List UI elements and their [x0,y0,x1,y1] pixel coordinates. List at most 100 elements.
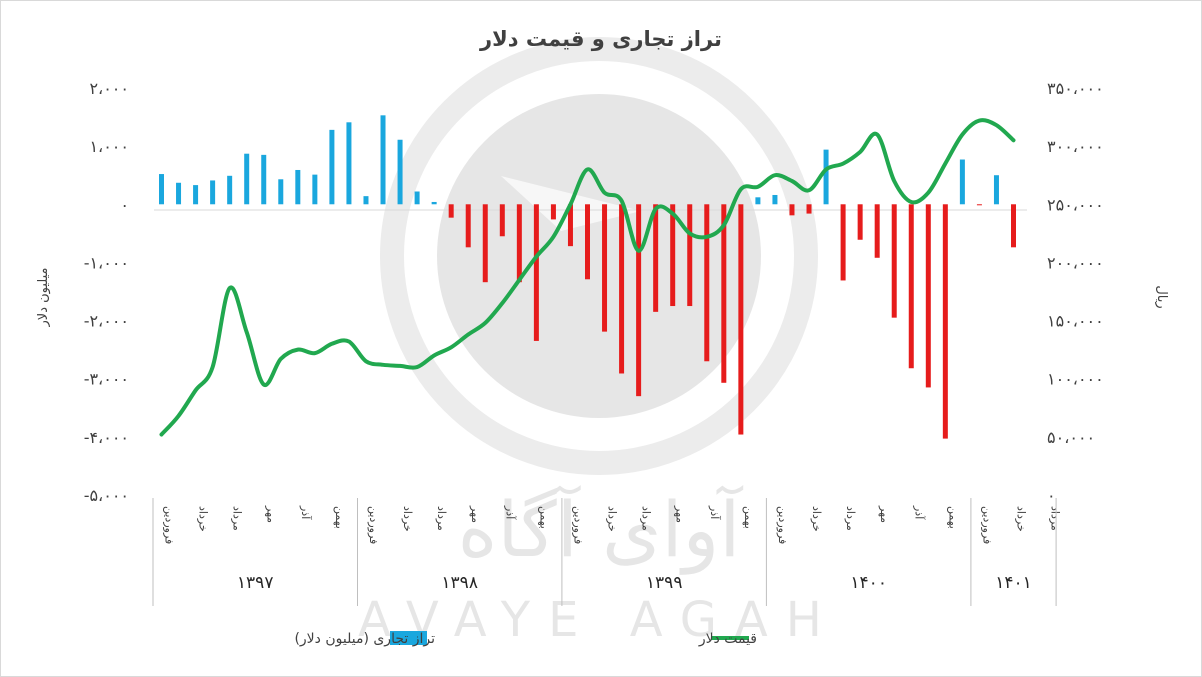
left-tick-label: ۲،۰۰۰ [89,79,129,98]
trade-balance-bar [448,204,454,218]
right-axis-title: ریال [1154,285,1169,308]
trade-balance-bar [159,174,164,205]
month-label: مهر [878,505,891,523]
trade-balance-bar [227,175,233,205]
watermark-logo: آوای آگاه AVAYE AGAH [358,37,822,648]
watermark-inner-disc [437,94,761,418]
month-label: فروردین [980,506,993,544]
trade-balance-bar [278,179,284,205]
left-tick-label: -۵،۰۰۰ [84,486,129,505]
trade-balance-bar [772,194,778,205]
year-label: ۱۳۹۷ [237,573,274,593]
trade-balance-bar [397,139,403,205]
trade-balance-bar [550,204,556,220]
left-tick-label: -۱،۰۰۰ [84,253,129,272]
trade-balance-bar [363,196,369,205]
trade-balance-bar [857,204,863,240]
right-tick-label: ۳۰۰،۰۰۰ [1047,137,1104,156]
month-label: مرداد [435,506,448,531]
right-tick-label: ۳۵۰،۰۰۰ [1047,79,1104,98]
trade-balance-bar [959,159,965,205]
year-label: ۱۴۰۱ [995,573,1032,593]
trade-balance-bar [499,204,505,237]
left-axis-title: میلیون دلار [36,268,51,328]
trade-balance-bar [755,197,761,205]
month-label: بهمن [333,506,346,529]
trade-balance-bar [346,122,352,205]
trade-balance-bar [789,204,795,216]
right-tick-label: ۱۰۰،۰۰۰ [1047,370,1104,389]
trade-balance-bar [176,182,182,205]
month-label: آذر [912,505,926,520]
trade-balance-bar [414,191,420,205]
month-label: بهمن [537,506,550,529]
right-tick-label: ۱۵۰،۰۰۰ [1047,312,1104,331]
legend: تراز تجاری (میلیون دلار) قیمت دلار [294,631,757,647]
trade-balance-bar [925,204,931,388]
trade-balance-bar [567,204,573,247]
trade-balance-bar [976,204,982,206]
month-label: خرداد [606,506,619,532]
month-label: فروردین [776,506,789,544]
month-label: مهر [674,505,687,523]
year-label: ۱۳۹۸ [441,573,478,593]
trade-balance-bar [823,149,829,205]
legend-line-label: قیمت دلار [698,631,757,647]
trade-balance-bar [482,204,488,283]
left-axis-ticks: ۲،۰۰۰ ۱،۰۰۰ ۰ -۱،۰۰۰ -۲،۰۰۰ -۳،۰۰۰ -۴،۰۰۰ -۵،۰۰… [84,79,129,505]
month-label: مرداد [640,506,653,531]
trade-balance-bar [619,204,625,374]
month-label: مرداد [1049,506,1062,531]
left-tick-label: ۱،۰۰۰ [89,137,129,156]
right-tick-label: ۵۰،۰۰۰ [1047,428,1095,447]
trade-balance-bar [840,204,846,281]
trade-balance-bar [874,204,880,258]
chart-title: تراز تجاری و قیمت دلار [479,27,722,51]
watermark-outer-ring [380,37,818,475]
trade-balance-bar [738,204,744,435]
trade-balance-bar [908,204,914,369]
right-axis-ticks: ۳۵۰،۰۰۰ ۳۰۰،۰۰۰ ۲۵۰،۰۰۰ ۲۰۰،۰۰۰ ۱۵۰،۰۰۰ ۱۰۰،۰… [1047,79,1104,505]
trade-balance-bar [193,185,199,205]
left-tick-label: -۳،۰۰۰ [84,370,129,389]
trade-balance-bar [891,204,897,318]
legend-bar-swatch [390,631,427,645]
left-tick-label: -۲،۰۰۰ [84,312,129,331]
month-label: مرداد [844,506,857,531]
left-tick-label: -۴،۰۰۰ [84,428,129,447]
trade-balance-bar [533,204,539,341]
month-label: بهمن [742,506,755,529]
legend-bar-label: تراز تجاری (میلیون دلار) [294,631,435,647]
trade-balance-bar [516,204,522,283]
year-label: ۱۳۹۹ [646,573,683,593]
right-tick-label: ۰ [1047,486,1056,505]
trade-balance-bar [261,154,267,205]
month-label: فروردین [163,506,176,544]
month-label: بهمن [946,506,959,529]
trade-balance-bar [431,201,437,205]
watermark-text-fa: آوای آگاه [458,485,744,575]
trade-balance-bar [670,204,676,307]
trade-balance-bar [687,204,693,307]
month-label: فروردین [367,506,380,544]
trade-balance-bar [465,204,471,248]
trade-balance-bar [295,169,301,205]
trade-balance-bar [210,180,216,205]
right-tick-label: ۲۰۰،۰۰۰ [1047,253,1104,272]
month-label: آذر [299,505,313,520]
trade-balance-bar [993,175,999,205]
trade-balance-bar [704,204,710,362]
month-label: خرداد [197,506,210,532]
trade-balance-bar [244,153,250,205]
trade-balance-bar [806,204,812,214]
month-label: خرداد [401,506,414,532]
month-label: آذر [708,505,722,520]
month-label: آذر [503,505,517,520]
month-label: خرداد [1015,506,1028,532]
month-label: مرداد [231,506,244,531]
right-tick-label: ۲۵۰،۰۰۰ [1047,195,1104,214]
month-label: خرداد [810,506,823,532]
month-label: مهر [469,505,482,523]
trade-balance-bar [312,174,318,205]
